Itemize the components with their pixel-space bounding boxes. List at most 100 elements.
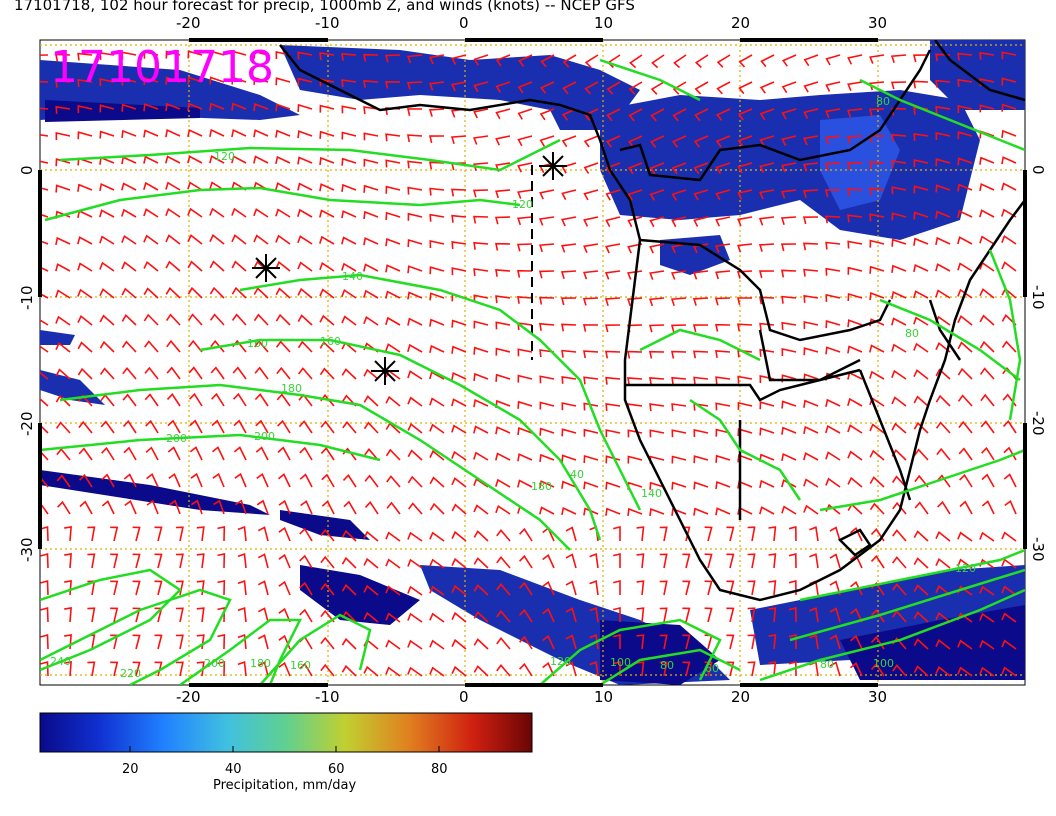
wind-barb xyxy=(758,270,775,279)
wind-barb xyxy=(913,369,929,380)
wind-barb xyxy=(144,340,159,353)
wind-barb xyxy=(209,286,225,299)
timestamp-stamp: 17101718 xyxy=(50,42,274,93)
lon-tick-label: 10 xyxy=(594,14,613,32)
wind-barb xyxy=(913,448,929,461)
wind-barb xyxy=(957,105,973,114)
wind-barb xyxy=(540,54,555,68)
contour-label: 180 xyxy=(531,480,552,493)
wind-barb xyxy=(77,341,93,353)
wind-barb xyxy=(649,481,665,490)
left-lat-labels: 0 -10 -20 -30 xyxy=(18,165,36,562)
wind-barb xyxy=(825,293,841,302)
wind-barb xyxy=(167,446,181,461)
wind-barb xyxy=(517,189,533,199)
wind-barb xyxy=(1001,340,1017,353)
wind-barb xyxy=(429,423,445,434)
wind-barb xyxy=(648,324,665,333)
wind-barb xyxy=(407,558,423,569)
wind-barb xyxy=(451,319,467,328)
wind-barb xyxy=(407,265,423,274)
wind-barb xyxy=(747,553,756,569)
wind-barb xyxy=(913,159,929,168)
wind-barb xyxy=(737,162,753,174)
wind-barb xyxy=(979,314,995,326)
wind-barb xyxy=(659,580,668,596)
wind-barb xyxy=(342,421,357,434)
wind-barb xyxy=(122,420,137,434)
wind-barb xyxy=(451,477,467,488)
wind-barb xyxy=(143,234,159,245)
wind-barb xyxy=(231,260,247,272)
wind-barb xyxy=(957,531,973,542)
wind-barb xyxy=(320,582,335,596)
wind-barb xyxy=(121,287,137,299)
wind-barb xyxy=(167,419,181,434)
wind-barb xyxy=(495,321,511,330)
wind-barb xyxy=(935,342,951,353)
wind-barb xyxy=(913,185,929,194)
wind-barb xyxy=(55,263,71,272)
wind-barb xyxy=(234,472,247,488)
wind-barb xyxy=(693,189,709,201)
wind-barb xyxy=(343,500,357,515)
wind-barb xyxy=(299,473,313,488)
wind-barb xyxy=(979,288,995,299)
wind-barb xyxy=(40,525,49,542)
wind-barb xyxy=(297,208,313,218)
wind-barb xyxy=(583,216,599,227)
wind-barb xyxy=(77,315,93,326)
wind-barb xyxy=(363,210,379,220)
wind-barb xyxy=(847,476,863,488)
wind-barb xyxy=(892,556,907,569)
contour-label: 160 xyxy=(290,659,311,672)
wind-barb xyxy=(196,661,205,677)
wind-barb xyxy=(253,234,269,245)
wind-barb xyxy=(913,316,929,326)
wind-barb xyxy=(496,583,511,596)
wind-barb xyxy=(451,240,467,249)
wind-barb xyxy=(561,375,577,384)
wind-barb xyxy=(495,295,511,304)
wind-barb xyxy=(605,429,621,438)
wind-barb xyxy=(935,210,951,219)
wind-barb xyxy=(496,529,511,542)
wind-barb xyxy=(693,429,709,438)
wind-barb xyxy=(589,660,599,677)
wind-barb xyxy=(278,607,291,623)
wind-barb xyxy=(517,400,533,409)
wind-barb xyxy=(912,54,929,63)
wind-barb xyxy=(671,403,687,412)
wind-barb xyxy=(472,135,489,145)
wind-barb xyxy=(913,80,929,89)
wind-barb xyxy=(187,181,203,191)
wind-barb xyxy=(1001,585,1017,596)
contour-label: 140 xyxy=(342,270,363,283)
wind-barb xyxy=(209,313,225,326)
wind-barb xyxy=(99,367,115,380)
wind-barb xyxy=(165,102,181,112)
wind-barb xyxy=(780,243,797,252)
wind-barb xyxy=(704,553,713,569)
wind-barb xyxy=(231,313,247,326)
wind-barb xyxy=(255,419,269,434)
wind-barb xyxy=(341,236,357,245)
wind-barb xyxy=(627,216,643,228)
wind-barb xyxy=(40,213,49,218)
wind-barb xyxy=(759,216,775,226)
wind-barb xyxy=(275,129,291,138)
wind-barb xyxy=(519,635,533,650)
wind-barb xyxy=(825,241,841,250)
wind-barb xyxy=(825,320,841,329)
wind-barb xyxy=(825,215,841,224)
wind-barb xyxy=(473,81,489,93)
wind-barb xyxy=(121,77,137,86)
wind-barb xyxy=(473,638,489,650)
wind-barb xyxy=(233,419,247,434)
wind-barb xyxy=(87,553,96,569)
wind-barb xyxy=(40,292,49,299)
wind-barb xyxy=(628,81,643,95)
wind-barb xyxy=(237,553,247,569)
wind-barb xyxy=(892,501,907,515)
wind-barb xyxy=(636,580,645,596)
